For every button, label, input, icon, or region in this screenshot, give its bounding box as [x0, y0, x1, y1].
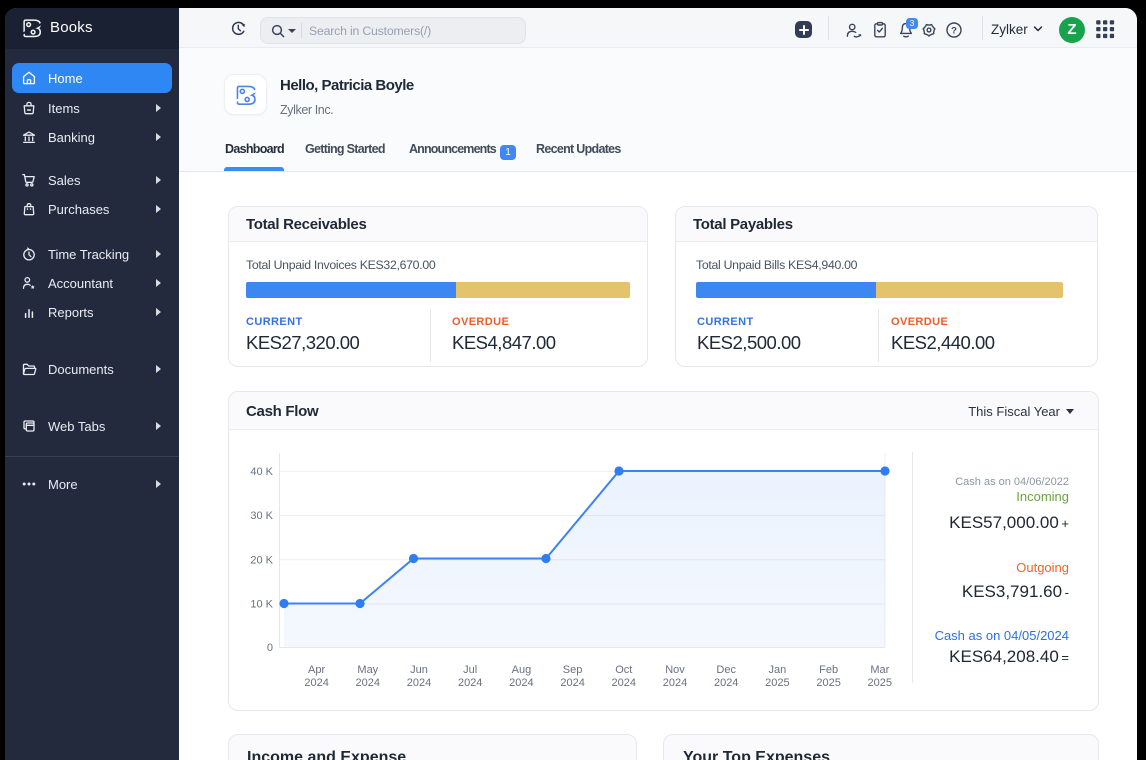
- svg-text:40 K: 40 K: [250, 466, 273, 478]
- svg-text:20 K: 20 K: [250, 554, 273, 566]
- svg-text:0: 0: [267, 642, 273, 654]
- svg-text:Mar: Mar: [870, 664, 889, 676]
- svg-text:10 K: 10 K: [250, 599, 273, 611]
- svg-text:?: ?: [951, 25, 957, 36]
- svg-text:Oct: Oct: [615, 664, 632, 676]
- svg-text:2024: 2024: [714, 677, 738, 689]
- svg-text:Nov: Nov: [665, 664, 685, 676]
- svg-text:2024: 2024: [407, 677, 431, 689]
- svg-text:Jun: Jun: [410, 664, 428, 676]
- svg-text:Sep: Sep: [563, 664, 583, 676]
- svg-text:2024: 2024: [509, 677, 533, 689]
- svg-text:2025: 2025: [816, 677, 840, 689]
- svg-text:Feb: Feb: [819, 664, 838, 676]
- svg-text:Dec: Dec: [716, 664, 736, 676]
- svg-text:30 K: 30 K: [250, 510, 273, 522]
- svg-text:Aug: Aug: [512, 664, 532, 676]
- svg-text:2024: 2024: [612, 677, 636, 689]
- svg-text:2025: 2025: [765, 677, 789, 689]
- svg-text:2024: 2024: [304, 677, 328, 689]
- svg-text:2024: 2024: [356, 677, 380, 689]
- svg-text:May: May: [357, 664, 378, 676]
- svg-text:2024: 2024: [560, 677, 584, 689]
- svg-text:Jan: Jan: [769, 664, 787, 676]
- svg-text:Apr: Apr: [308, 664, 325, 676]
- svg-text:2025: 2025: [868, 677, 892, 689]
- svg-text:2024: 2024: [663, 677, 687, 689]
- svg-text:2024: 2024: [458, 677, 482, 689]
- svg-text:Jul: Jul: [463, 664, 477, 676]
